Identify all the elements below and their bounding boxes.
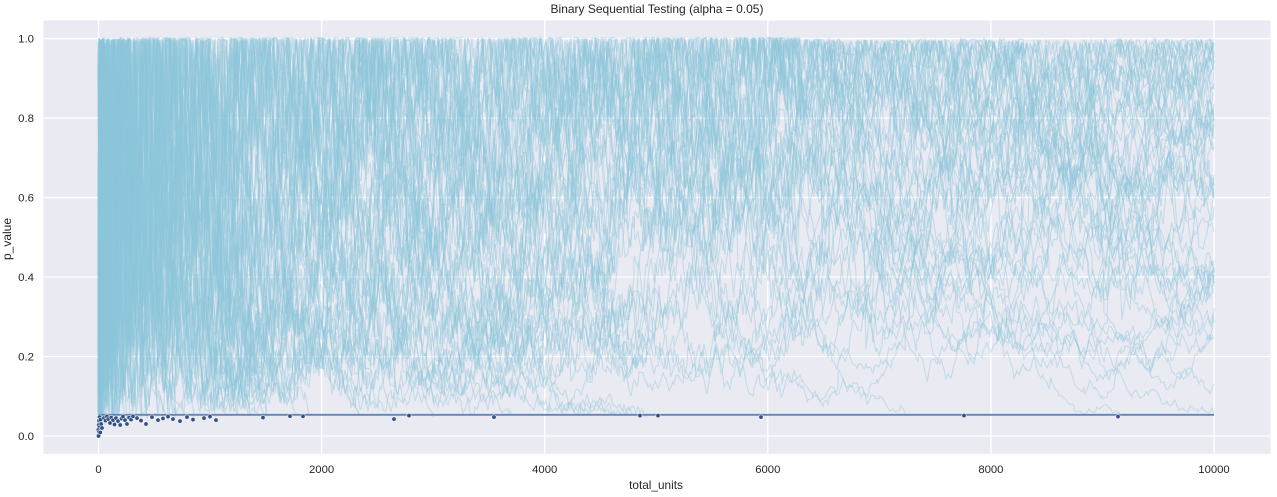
- svg-text:0: 0: [95, 464, 101, 476]
- svg-text:total_units: total_units: [629, 478, 683, 492]
- svg-text:Binary Sequential Testing (alp: Binary Sequential Testing (alpha = 0.05): [551, 2, 764, 16]
- svg-text:0.8: 0.8: [18, 113, 34, 125]
- svg-text:0.6: 0.6: [18, 193, 34, 205]
- svg-text:8000: 8000: [978, 464, 1003, 476]
- svg-text:1.0: 1.0: [18, 34, 34, 46]
- svg-text:4000: 4000: [532, 464, 557, 476]
- svg-text:10000: 10000: [1198, 464, 1229, 476]
- svg-text:0.2: 0.2: [18, 352, 34, 364]
- svg-text:6000: 6000: [755, 464, 780, 476]
- svg-text:0.4: 0.4: [18, 272, 34, 284]
- svg-text:0.0: 0.0: [18, 431, 34, 443]
- svg-text:p_value: p_value: [0, 218, 14, 260]
- svg-text:2000: 2000: [309, 464, 334, 476]
